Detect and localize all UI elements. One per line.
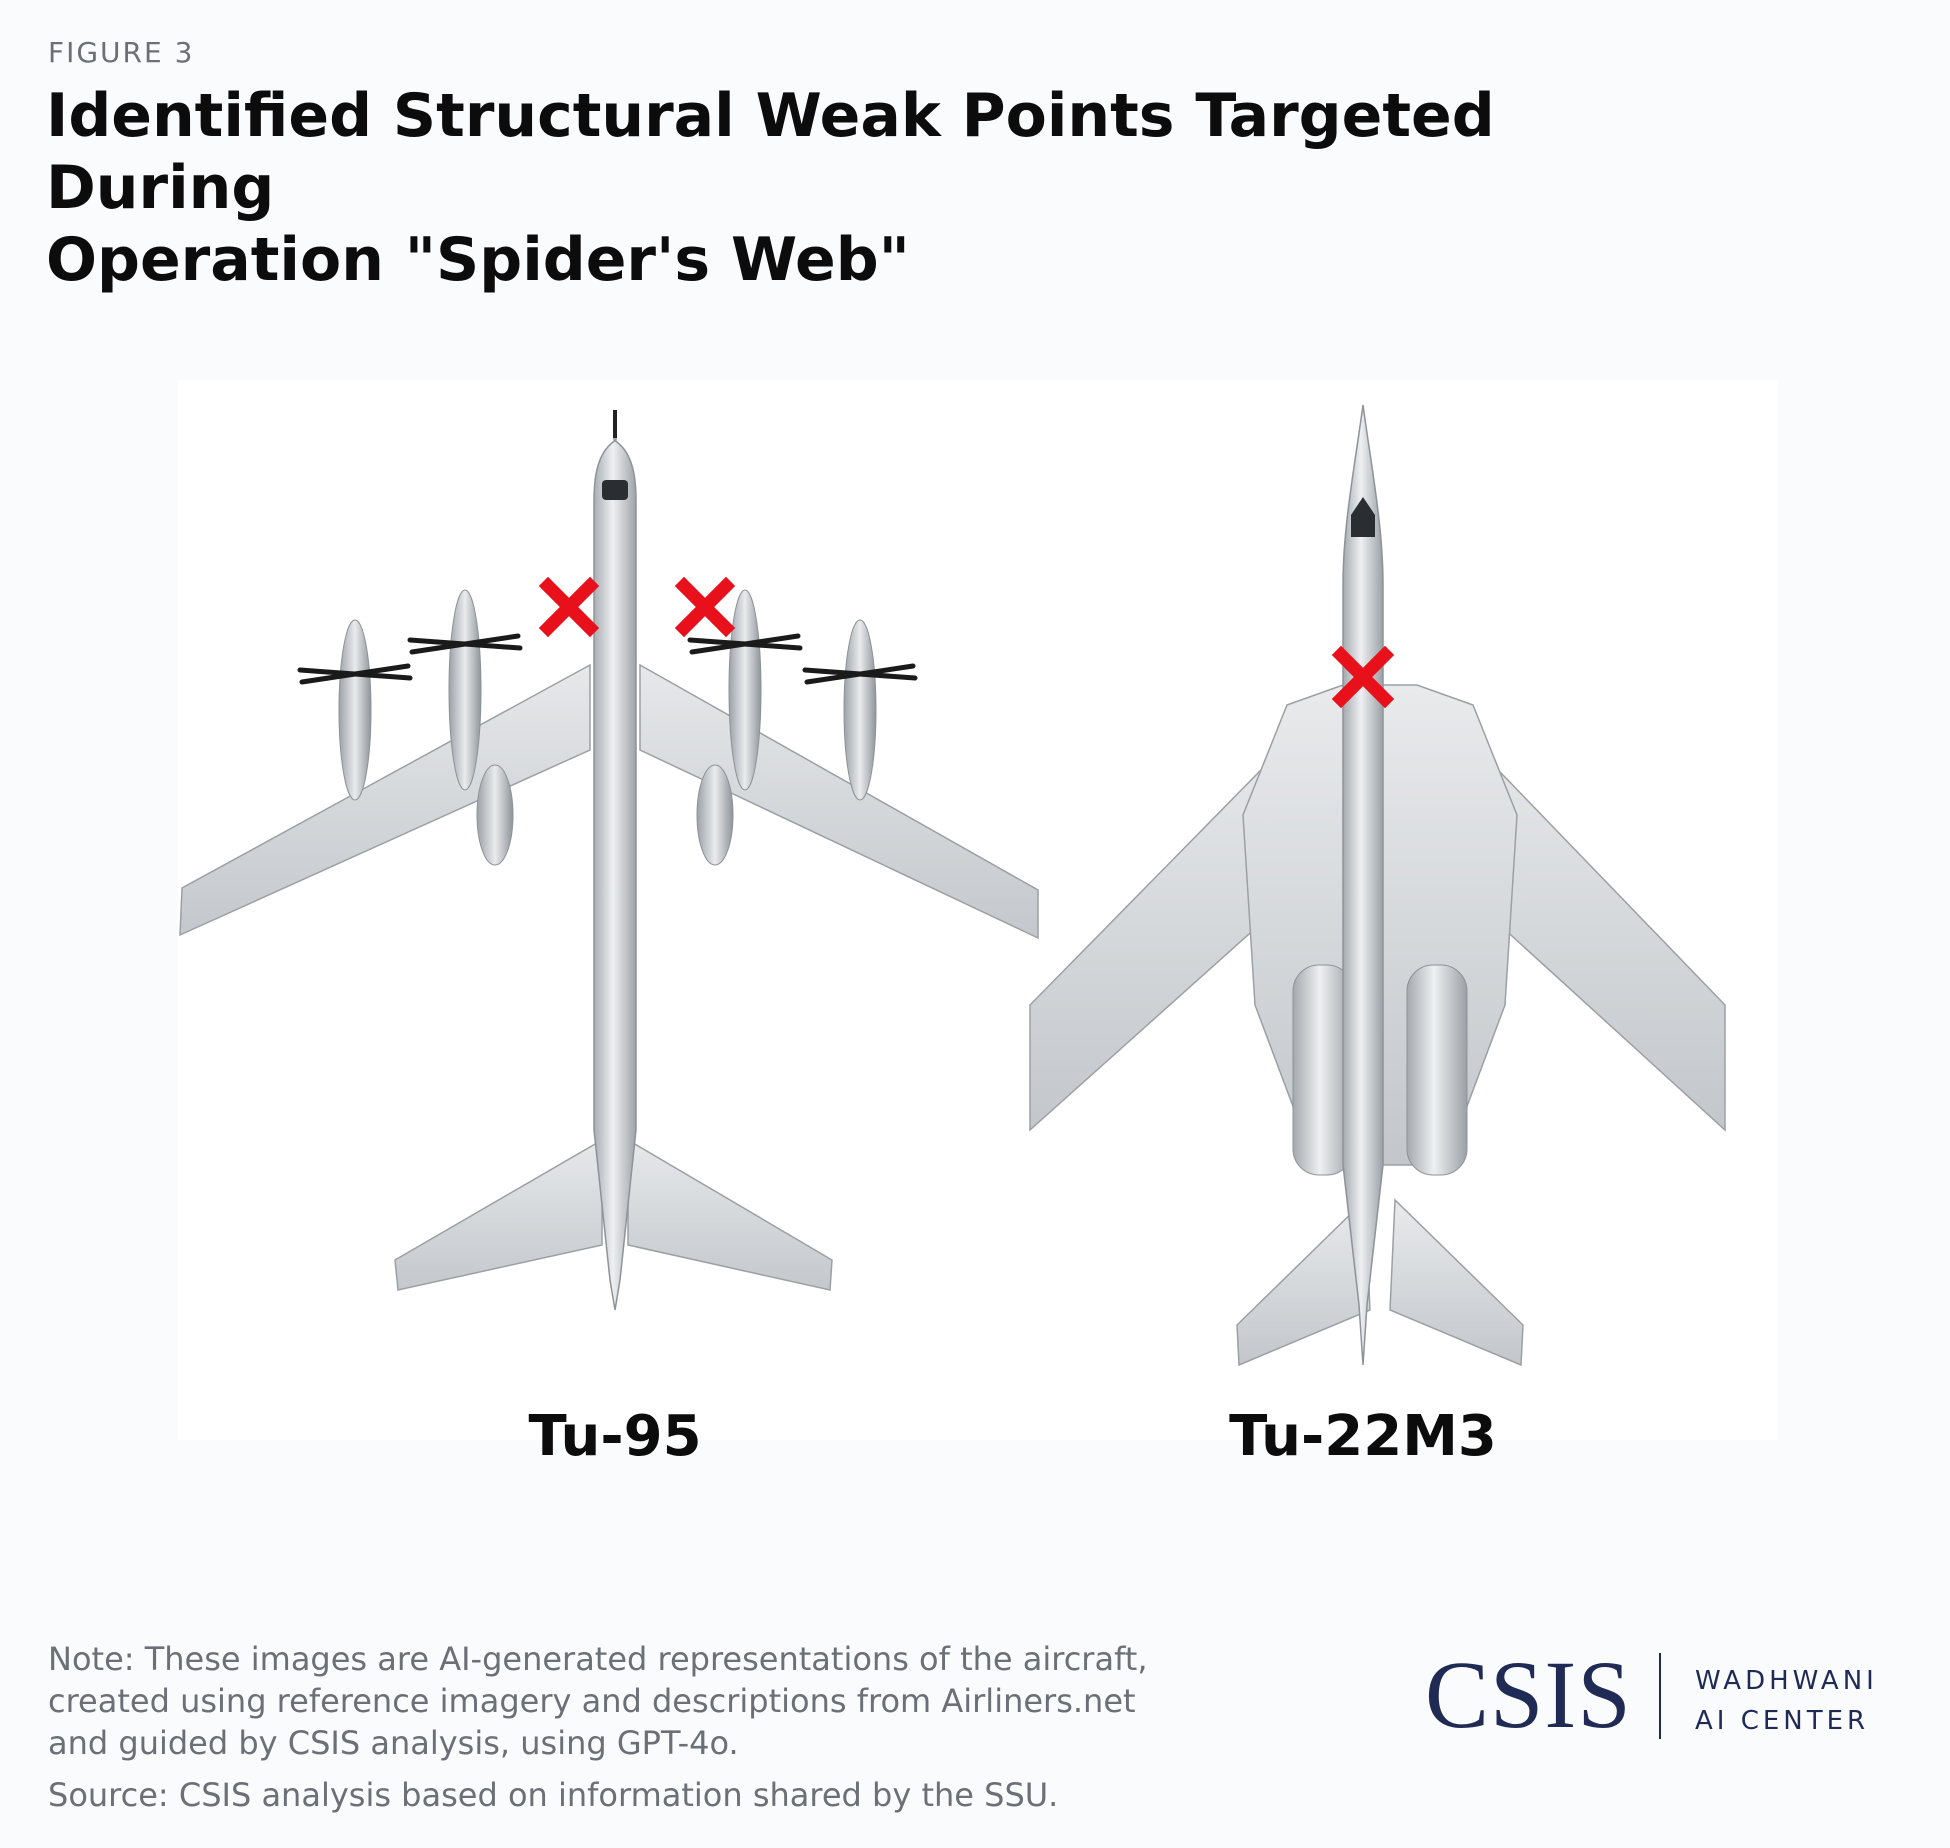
tu22m3-right-tailplane bbox=[1389, 1198, 1524, 1367]
figure-title: Identified Structural Weak Points Target… bbox=[46, 80, 1646, 296]
tu95-weak-point-marker-left bbox=[538, 576, 600, 638]
tu95-weak-point-marker-right bbox=[674, 576, 736, 638]
source-text: Source: CSIS analysis based on informati… bbox=[48, 1776, 1059, 1814]
tu22m3-weak-point-marker bbox=[1331, 645, 1395, 709]
logo-csis-wordmark: CSIS bbox=[1425, 1641, 1632, 1748]
tu22m3-fuselage bbox=[1342, 404, 1384, 1366]
logo-subtitle: WADHWANI AI CENTER bbox=[1695, 1661, 1878, 1741]
tu22m3-right-engine bbox=[1406, 964, 1468, 1176]
tu95-right-tailplane bbox=[627, 1138, 833, 1291]
tu22m3-aircraft-illustration bbox=[1029, 404, 1726, 1367]
tu95-left-wing bbox=[179, 663, 591, 937]
tu95-engines bbox=[338, 589, 877, 866]
figure-label: FIGURE 3 bbox=[48, 36, 195, 69]
tu95-propellers bbox=[297, 633, 918, 685]
logo-divider bbox=[1659, 1653, 1661, 1739]
csis-wadhwani-logo: CSIS WADHWANI AI CENTER bbox=[1425, 1645, 1905, 1745]
title-line-1: Identified Structural Weak Points Target… bbox=[46, 81, 1495, 223]
note-text: Note: These images are AI-generated repr… bbox=[48, 1640, 1148, 1762]
figure-footnotes: Note: These images are AI-generated repr… bbox=[48, 1638, 1198, 1816]
tu95-aircraft-illustration bbox=[179, 409, 1039, 1311]
tu22m3-cockpit bbox=[1351, 497, 1375, 537]
tu95-label: Tu-95 bbox=[528, 1404, 702, 1469]
tu22m3-label: Tu-22M3 bbox=[1229, 1404, 1497, 1469]
tu95-cockpit bbox=[602, 480, 628, 500]
logo-sub-line-1: WADHWANI bbox=[1695, 1666, 1878, 1696]
title-line-2: Operation "Spider's Web" bbox=[46, 225, 910, 295]
tu95-fuselage bbox=[593, 409, 637, 1311]
logo-sub-line-2: AI CENTER bbox=[1695, 1706, 1870, 1736]
tu95-left-tailplane bbox=[394, 1138, 603, 1291]
